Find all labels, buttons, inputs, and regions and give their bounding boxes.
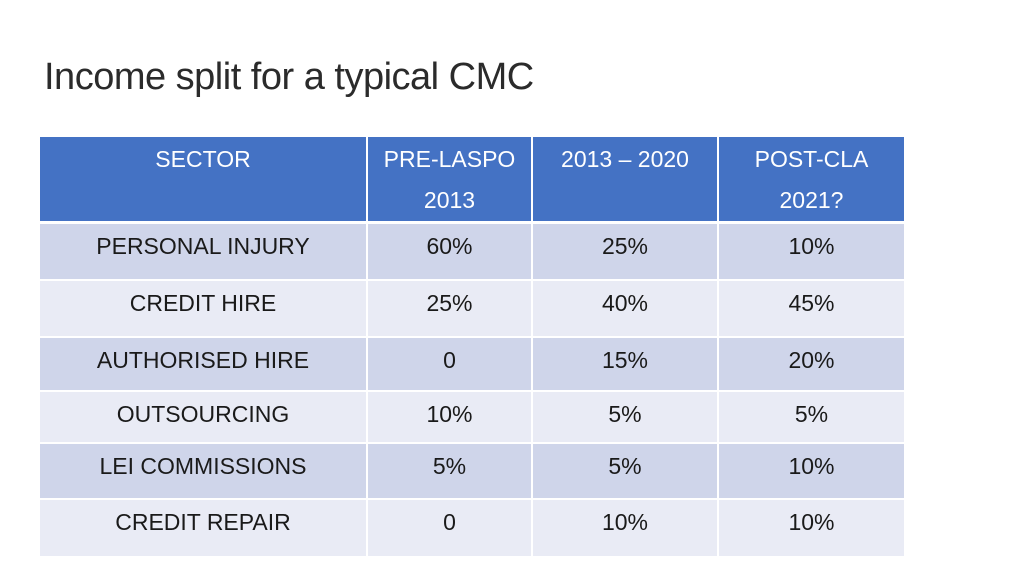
header-pre-laspo-line2: 2013 bbox=[423, 187, 476, 213]
income-split-table: SECTOR PRE-LASPO 2013 2013 – 2020 POST-C… bbox=[40, 137, 904, 558]
cell-post-cla: 5% bbox=[718, 390, 904, 444]
cell-pre-laspo: 60% bbox=[367, 222, 533, 281]
cell-sector: CREDIT HIRE bbox=[40, 279, 368, 338]
cell-pre-laspo: 10% bbox=[367, 390, 533, 444]
cell-pre-laspo: 25% bbox=[367, 279, 533, 338]
cell-post-cla: 20% bbox=[718, 336, 904, 392]
table-row: AUTHORISED HIRE 0 15% 20% bbox=[40, 336, 904, 392]
table-header-row: SECTOR PRE-LASPO 2013 2013 – 2020 POST-C… bbox=[40, 137, 904, 224]
header-pre-laspo: PRE-LASPO 2013 bbox=[367, 137, 533, 224]
table-row: OUTSOURCING 10% 5% 5% bbox=[40, 390, 904, 444]
header-2013-2020: 2013 – 2020 bbox=[532, 137, 719, 224]
header-post-cla-line2: 2021? bbox=[779, 187, 844, 213]
table-row: CREDIT HIRE 25% 40% 45% bbox=[40, 279, 904, 338]
cell-pre-laspo: 0 bbox=[367, 336, 533, 392]
header-sector: SECTOR bbox=[40, 137, 368, 224]
cell-sector: PERSONAL INJURY bbox=[40, 222, 368, 281]
cell-2013-2020: 40% bbox=[532, 279, 719, 338]
cell-post-cla: 45% bbox=[718, 279, 904, 338]
slide-title: Income split for a typical CMC bbox=[44, 56, 534, 98]
cell-2013-2020: 15% bbox=[532, 336, 719, 392]
cell-sector: AUTHORISED HIRE bbox=[40, 336, 368, 392]
cell-2013-2020: 25% bbox=[532, 222, 719, 281]
header-post-cla: POST-CLA 2021? bbox=[718, 137, 904, 224]
cell-post-cla: 10% bbox=[718, 442, 904, 500]
cell-sector: LEI COMMISSIONS bbox=[40, 442, 368, 500]
cell-post-cla: 10% bbox=[718, 222, 904, 281]
table-row: CREDIT REPAIR 0 10% 10% bbox=[40, 498, 904, 558]
header-post-cla-line1: POST-CLA bbox=[754, 146, 869, 172]
cell-sector: CREDIT REPAIR bbox=[40, 498, 368, 558]
table-row: PERSONAL INJURY 60% 25% 10% bbox=[40, 222, 904, 281]
cell-2013-2020: 10% bbox=[532, 498, 719, 558]
header-2013-2020-line1: 2013 – 2020 bbox=[561, 146, 689, 172]
header-pre-laspo-line1: PRE-LASPO bbox=[383, 146, 516, 172]
cell-pre-laspo: 5% bbox=[367, 442, 533, 500]
cell-2013-2020: 5% bbox=[532, 390, 719, 444]
cell-pre-laspo: 0 bbox=[367, 498, 533, 558]
cell-2013-2020: 5% bbox=[532, 442, 719, 500]
cell-sector: OUTSOURCING bbox=[40, 390, 368, 444]
header-sector-line1: SECTOR bbox=[155, 146, 251, 172]
cell-post-cla: 10% bbox=[718, 498, 904, 558]
table-row: LEI COMMISSIONS 5% 5% 10% bbox=[40, 442, 904, 500]
